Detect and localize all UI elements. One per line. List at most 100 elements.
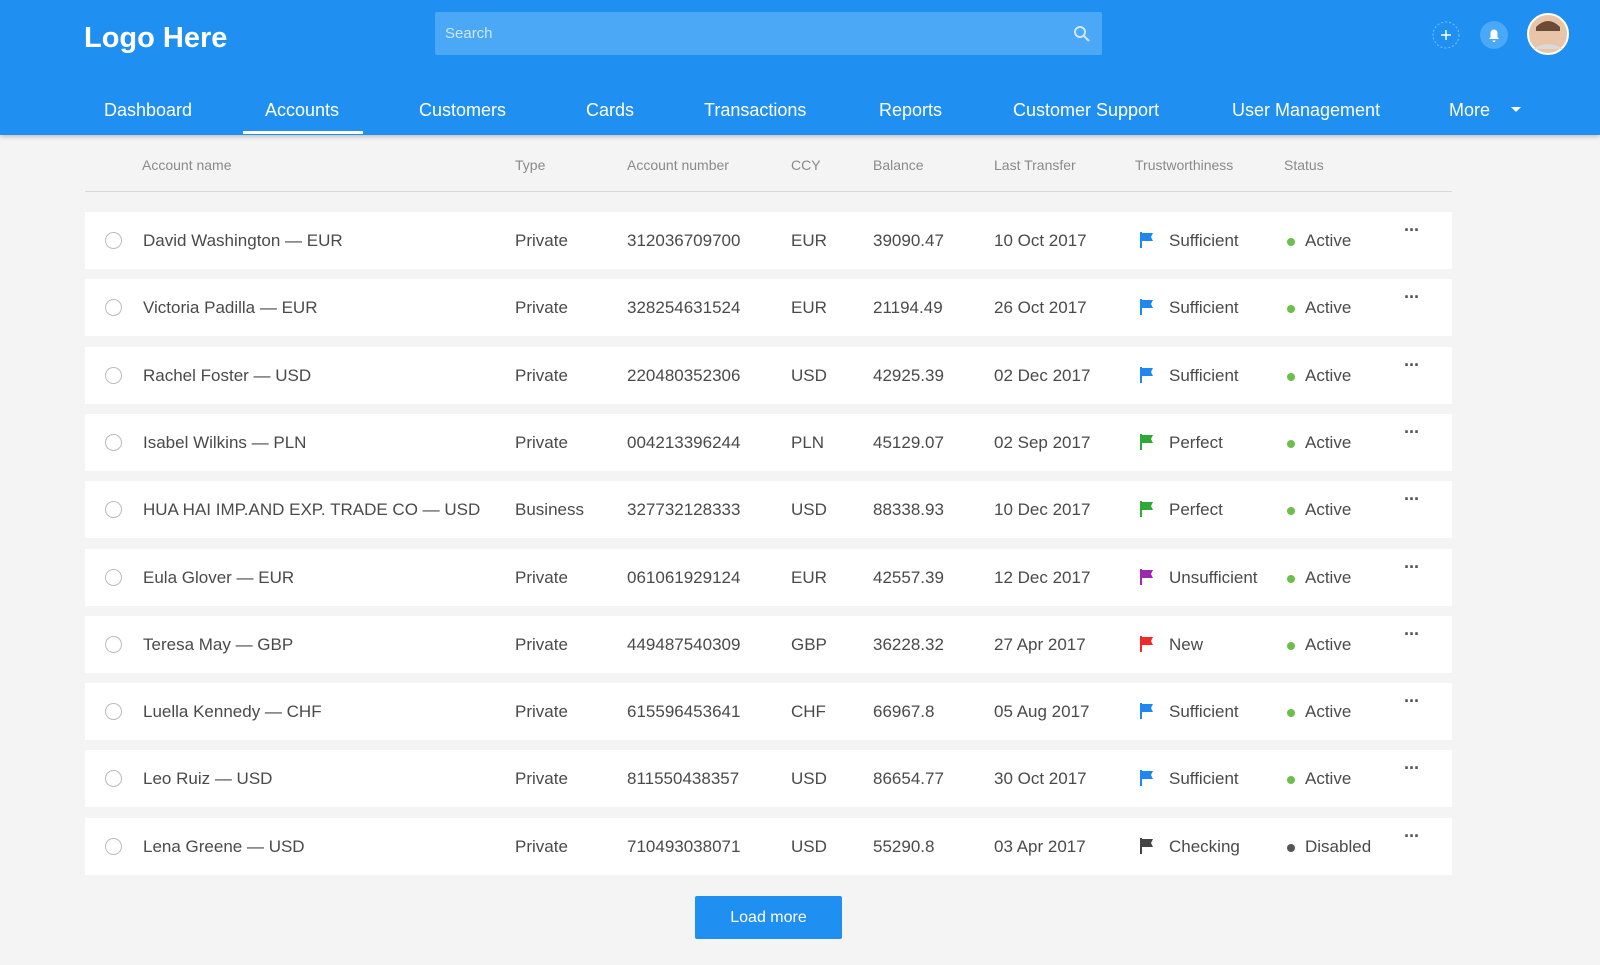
cell: 10 Dec 2017 (994, 500, 1091, 520)
trust-flag (1139, 769, 1155, 792)
trust-flag (1139, 702, 1155, 725)
trust-flag (1139, 837, 1155, 860)
status-dot (1287, 439, 1295, 448)
status-dot (1287, 238, 1295, 246)
table-row[interactable]: Isabel Wilkins — PLN Private 004213396244 P… (85, 413, 1452, 471)
cell: 36228.32 (873, 634, 944, 654)
row-menu[interactable]: ··· (1404, 556, 1420, 577)
logo: Logo Here (84, 22, 228, 54)
cell: Active (1305, 634, 1352, 654)
row-menu[interactable]: ··· (1404, 489, 1420, 510)
load-more-button[interactable]: Load more (695, 896, 842, 939)
cell: Active (1305, 298, 1352, 318)
row-menu[interactable]: ··· (1404, 691, 1420, 712)
cell: Isabel Wilkins — PLN (143, 432, 307, 452)
cell: 86654.77 (873, 769, 944, 789)
cell: Leo Ruiz — USD (143, 769, 273, 789)
cell: 55290.8 (873, 836, 935, 856)
cell: 26 Oct 2017 (994, 298, 1087, 318)
table-row[interactable]: Leo Ruiz — USD Private 811550438357 USD 8665… (85, 750, 1452, 808)
row-radio[interactable] (105, 232, 122, 249)
table-row[interactable]: Teresa May — GBP Private 449487540309 GBP 36… (85, 615, 1452, 673)
cell: David Washington — EUR (143, 231, 343, 250)
trust-flag (1139, 298, 1155, 321)
row-menu[interactable]: ··· (1404, 623, 1420, 644)
search-box[interactable]: Search (435, 12, 1102, 55)
cell: Disabled (1305, 836, 1372, 856)
row-radio[interactable] (105, 433, 122, 451)
trust-flag (1139, 366, 1155, 389)
table-row[interactable]: Luella Kennedy — CHF Private 615596453641 C… (85, 683, 1452, 741)
cell: Teresa May — GBP (143, 634, 294, 654)
nav-item[interactable]: Accounts (265, 100, 340, 120)
cell: Perfect (1169, 432, 1223, 452)
cell: 02 Dec 2017 (994, 365, 1091, 385)
row-menu[interactable]: ··· (1404, 287, 1420, 308)
cell: Sufficient (1169, 702, 1239, 722)
cell: Lena Greene — USD (143, 836, 305, 856)
row-radio[interactable] (105, 366, 122, 384)
cell: CHF (791, 702, 826, 722)
nav-item[interactable]: Dashboard (104, 100, 193, 120)
cell: USD (791, 769, 827, 789)
status-dot (1287, 709, 1295, 718)
cell: 220480352306 (627, 365, 741, 385)
nav-item[interactable]: Cards (586, 100, 635, 120)
column-header: Trustworthiness (1135, 157, 1234, 173)
cell: 710493038071 (627, 836, 741, 856)
cell: 10 Oct 2017 (994, 231, 1087, 250)
table-row[interactable]: Eula Glover — EUR Private 061061929124 EUR 4… (85, 548, 1452, 606)
cell: USD (791, 365, 827, 385)
nav-item[interactable]: Customers (419, 100, 507, 120)
cell: 30 Oct 2017 (994, 769, 1087, 789)
cell: 02 Sep 2017 (994, 432, 1091, 452)
nav-item[interactable]: Transactions (704, 100, 807, 120)
cell: Active (1305, 702, 1352, 722)
nav-item[interactable]: User Management (1232, 100, 1381, 120)
dropdown-caret (1511, 107, 1521, 117)
cell: Private (515, 231, 568, 250)
status-dot (1287, 776, 1295, 785)
row-menu[interactable]: ··· (1404, 825, 1420, 846)
nav-item[interactable]: Reports (879, 100, 943, 120)
row-radio[interactable] (105, 568, 122, 586)
active-indicator (243, 131, 363, 134)
cell: 328254631524 (627, 298, 741, 318)
cell: EUR (791, 231, 827, 250)
row-menu[interactable]: ··· (1404, 354, 1420, 375)
row-menu[interactable]: ··· (1404, 220, 1420, 240)
table-row[interactable]: Lena Greene — USD Private 710493038071 USD 5… (85, 817, 1452, 875)
row-menu[interactable]: ··· (1404, 758, 1420, 779)
row-radio[interactable] (105, 501, 122, 519)
row-radio[interactable] (105, 770, 122, 788)
cell: 615596453641 (627, 702, 741, 722)
table-row[interactable]: HUA HAI IMP.AND EXP. TRADE CO — USD Busin… (85, 481, 1452, 539)
row-menu[interactable]: ··· (1404, 421, 1420, 442)
trust-flag (1139, 568, 1155, 591)
add-button[interactable] (1431, 20, 1461, 50)
trust-flag (1139, 433, 1155, 456)
column-header: Account number (627, 157, 729, 173)
cell: 312036709700 (627, 231, 741, 250)
nav-item[interactable]: More (1449, 100, 1491, 120)
cell: Sufficient (1169, 769, 1239, 789)
status-dot (1287, 843, 1295, 852)
notifications-button[interactable] (1479, 20, 1509, 50)
cell: Active (1305, 231, 1352, 250)
row-radio[interactable] (105, 703, 122, 721)
row-radio[interactable] (105, 635, 122, 653)
avatar[interactable] (1527, 13, 1569, 55)
search-icon (1074, 26, 1090, 42)
row-radio[interactable] (105, 299, 122, 317)
table-row[interactable]: Rachel Foster — USD Private 220480352306 US… (85, 346, 1452, 404)
table-row[interactable]: David Washington — EUR Private 31203670970… (85, 212, 1452, 269)
trust-flag (1139, 231, 1155, 254)
trust-flag (1139, 500, 1155, 523)
nav-item[interactable]: Customer Support (1013, 100, 1160, 120)
table-row[interactable]: Victoria Padilla — EUR Private 32825463152… (85, 279, 1452, 337)
cell: HUA HAI IMP.AND EXP. TRADE CO — USD (143, 500, 481, 520)
cell: 27 Apr 2017 (994, 634, 1086, 654)
cell: Unsufficient (1169, 567, 1258, 587)
row-radio[interactable] (105, 837, 122, 855)
status-dot (1287, 372, 1295, 381)
